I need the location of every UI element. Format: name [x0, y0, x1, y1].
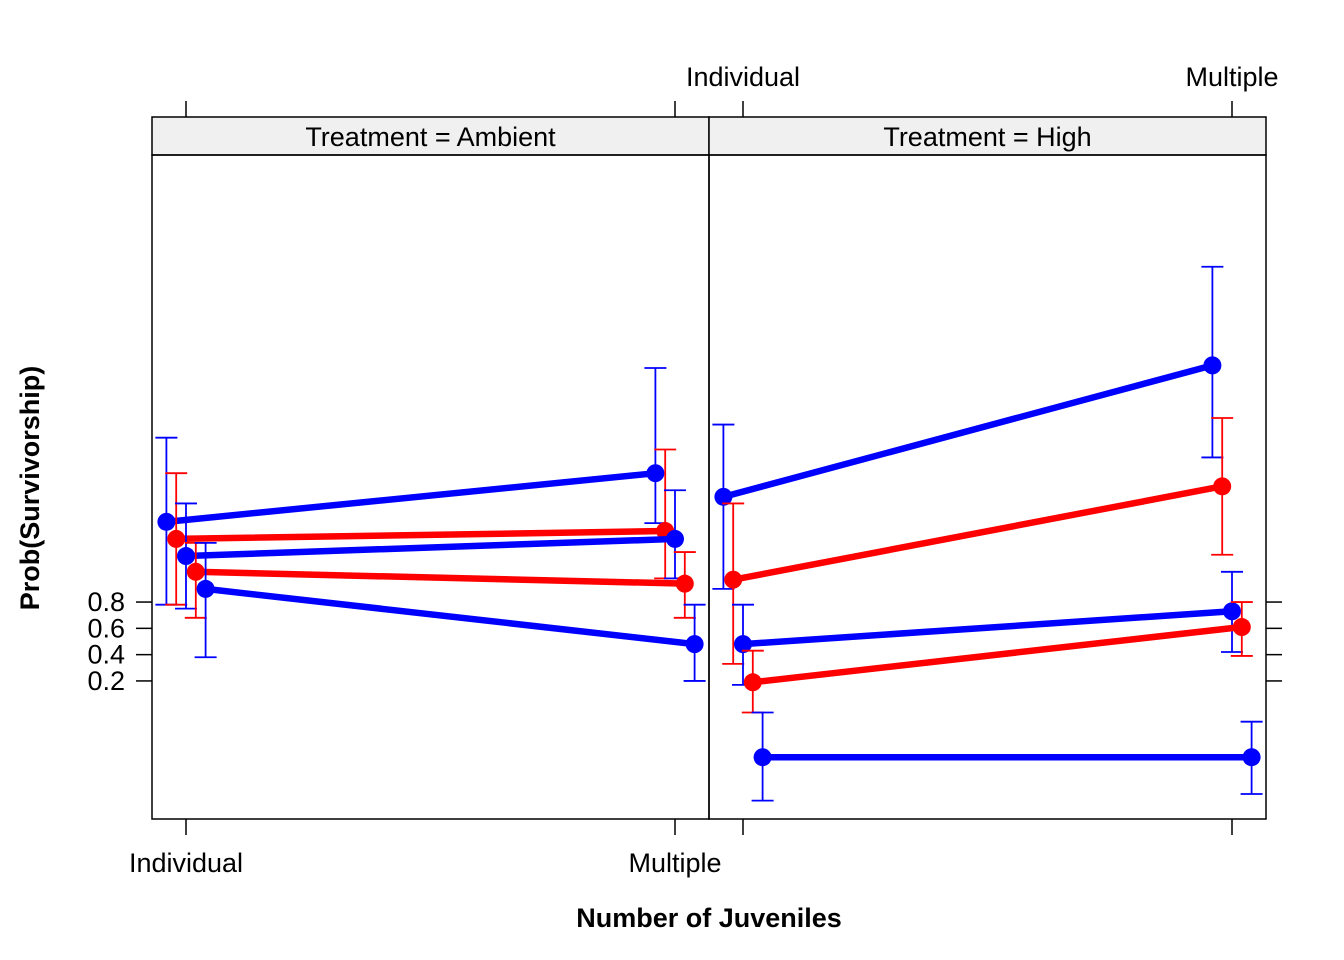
panel-frame	[151, 154, 710, 820]
data-point	[196, 579, 215, 598]
series-line	[172, 527, 669, 543]
panel-frame	[708, 154, 1267, 820]
x-tick-label: Multiple	[1185, 62, 1278, 92]
data-point	[177, 547, 195, 566]
x-tick-label: Individual	[686, 62, 800, 92]
y-axis-title: Prob(Survivorship)	[15, 366, 45, 611]
data-point	[714, 487, 733, 506]
data-point	[734, 635, 752, 654]
x-tick-label: Multiple	[628, 848, 721, 878]
data-point	[1242, 748, 1261, 767]
data-point	[1203, 356, 1222, 375]
series-line	[202, 585, 698, 648]
series-line	[729, 483, 1226, 583]
panel-strip-label: Treatment = High	[883, 122, 1091, 152]
x-axis-title: Number of Juveniles	[576, 903, 842, 933]
data-point	[675, 574, 694, 593]
series-line	[163, 469, 659, 526]
y-tick-label: 0.4	[87, 640, 125, 670]
data-point	[685, 635, 704, 654]
data-point	[1223, 602, 1241, 621]
data-point	[167, 529, 186, 548]
y-tick-label: 0.8	[87, 587, 125, 617]
data-layer	[155, 265, 1263, 802]
panel-strip	[708, 116, 1267, 156]
error-bar	[644, 367, 667, 525]
panel-strip-label: Treatment = Ambient	[305, 122, 556, 152]
series-line	[739, 608, 1236, 648]
y-tick-label: 0.6	[87, 613, 125, 643]
data-point	[1213, 477, 1232, 496]
data-point	[743, 673, 762, 692]
strip-layer: Treatment = Ambient Treatment = High	[151, 116, 1267, 156]
panel-strip	[151, 116, 710, 156]
series-line	[182, 535, 679, 560]
series-line	[720, 362, 1216, 501]
data-point	[646, 464, 665, 483]
series-line	[192, 568, 689, 587]
data-point	[1232, 618, 1251, 637]
error-bar	[712, 423, 735, 590]
data-point	[157, 512, 176, 531]
data-point	[666, 529, 684, 548]
x-tick-label: Individual	[129, 848, 243, 878]
data-point	[753, 748, 772, 767]
series-line	[749, 623, 1246, 686]
error-bar	[194, 541, 217, 659]
data-point	[186, 562, 205, 581]
y-tick-label: 0.2	[87, 666, 125, 696]
panel-layer	[151, 154, 1267, 820]
data-point	[724, 570, 743, 589]
